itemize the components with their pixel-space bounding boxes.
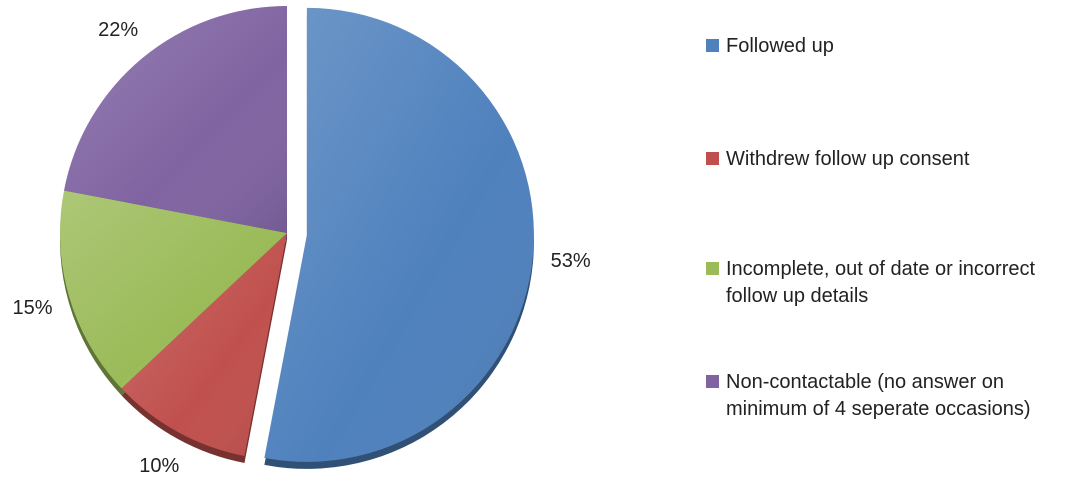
legend-swatch	[706, 152, 719, 165]
legend-item-followed-up: Followed up	[706, 33, 1066, 60]
legend-label: Withdrew follow up consent	[726, 148, 970, 170]
legend-label: Followed up	[726, 35, 834, 57]
pie-slice-shading	[64, 5, 288, 234]
legend-swatch	[706, 262, 719, 275]
legend-swatch	[706, 39, 719, 52]
pie-slice-shading	[59, 190, 288, 389]
legend-label: Non-contactable (no answer on minimum of…	[726, 371, 1031, 420]
legend-item-non-contactable: Non-contactable (no answer on minimum of…	[706, 369, 1066, 423]
data-label-withdrew: 10%	[139, 455, 179, 477]
legend-item-withdrew: Withdrew follow up consent	[706, 146, 1066, 173]
legend-swatch	[706, 375, 719, 388]
legend-item-incomplete: Incomplete, out of date or incorrect fol…	[706, 256, 1066, 310]
legend-label: Incomplete, out of date or incorrect fol…	[726, 258, 1036, 307]
data-label-non-contactable: 22%	[98, 19, 138, 41]
data-label-incomplete: 15%	[12, 297, 52, 319]
pie-slice-shading	[121, 233, 288, 456]
pie-slice-shading	[264, 7, 534, 462]
data-label-followed-up: 53%	[551, 250, 591, 272]
